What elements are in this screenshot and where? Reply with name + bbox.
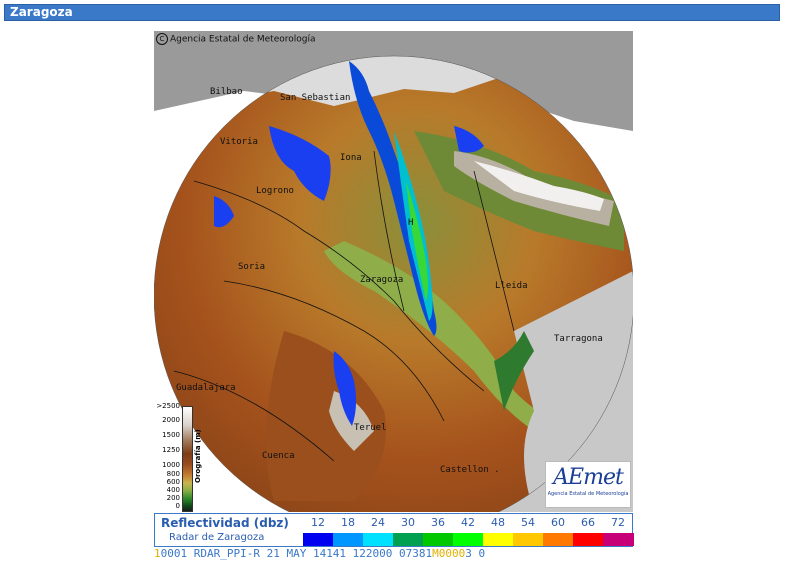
city-label-lleida: Lleida — [495, 281, 528, 291]
legend-level-label: 48 — [491, 516, 505, 529]
orography-label: 200 — [166, 494, 180, 502]
orography-label: 400 — [166, 486, 180, 494]
copyright-notice: C Agencia Estatal de Meteorología — [156, 33, 316, 45]
aemet-logo: AEmet Agencia Estatal de Meteorología — [545, 461, 631, 508]
status-suffix: 3 0 — [465, 547, 486, 560]
orography-label: >2500 — [156, 402, 180, 410]
legend-level-label: 36 — [431, 516, 445, 529]
orography-label: 800 — [166, 470, 180, 478]
copyright-text: Agencia Estatal de Meteorología — [170, 34, 316, 45]
legend-level-label: 30 — [401, 516, 415, 529]
city-label-logrono: Logrono — [256, 186, 294, 196]
city-label-guadalajara: Guadalajara — [176, 383, 236, 393]
radar-status-strip: 10001 RDAR_PPI-R 21 MAY 14141 122000 073… — [154, 547, 633, 561]
city-label-zaragoza: Zaragoza — [360, 275, 404, 285]
orography-label: 2000 — [162, 416, 180, 424]
legend-swatch — [363, 533, 394, 546]
aemet-logo-subtitle: Agencia Estatal de Meteorología — [547, 491, 629, 497]
city-label-teruel: Teruel — [354, 423, 387, 433]
legend-swatch — [483, 533, 514, 546]
legend-level-label: 12 — [311, 516, 325, 529]
city-label-castellon: Castellon . — [440, 465, 500, 475]
aemet-logo-text: AEmet — [553, 465, 624, 490]
legend-swatch — [603, 533, 634, 546]
legend-swatch — [513, 533, 544, 546]
status-highlight: M0000 — [432, 547, 466, 560]
window-title: Zaragoza — [10, 5, 73, 19]
status-text: 0001 RDAR_PPI-R 21 MAY 14141 122000 0738… — [160, 547, 433, 560]
legend-swatch — [543, 533, 574, 546]
city-label-soria: Soria — [238, 262, 266, 272]
legend-level-label: 18 — [341, 516, 355, 529]
window-title-bar: Zaragoza — [4, 4, 780, 21]
city-label-bilbao: Bilbao — [210, 87, 243, 97]
legend-swatch — [573, 533, 604, 546]
orography-title: Orografía (m) — [194, 429, 202, 483]
radar-map: C Agencia Estatal de Meteorología Bilbao … — [154, 31, 633, 512]
legend-level-label: 54 — [521, 516, 535, 529]
status-prefix: 1 — [154, 547, 161, 560]
orography-label: 1500 — [162, 431, 180, 439]
orography-label: 600 — [166, 478, 180, 486]
legend-level-label: 60 — [551, 516, 565, 529]
city-label-tarragona: Tarragona — [554, 334, 603, 344]
radar-name: Radar de Zaragoza — [169, 532, 265, 543]
city-label-pamplona: Iona — [340, 153, 362, 163]
radar-image — [154, 31, 633, 512]
orography-color-scale — [182, 406, 193, 512]
legend-title: Reflectividad (dbz) — [161, 516, 289, 530]
legend-level-label: 24 — [371, 516, 385, 529]
legend-swatch — [423, 533, 454, 546]
legend-swatch — [453, 533, 484, 546]
orography-label: 1250 — [162, 446, 180, 454]
legend-swatch — [393, 533, 424, 546]
legend-swatch — [333, 533, 364, 546]
legend-level-label: 72 — [611, 516, 625, 529]
legend-level-label: 66 — [581, 516, 595, 529]
city-label-huesca: H — [408, 218, 414, 228]
reflectivity-legend: Reflectividad (dbz) Radar de Zaragoza 12… — [154, 513, 634, 547]
copyright-icon: C — [156, 33, 168, 45]
city-label-vitoria: Vitoria — [220, 137, 258, 147]
city-label-cuenca: Cuenca — [262, 451, 295, 461]
city-label-san-sebastian: San Sebastian — [280, 93, 351, 103]
legend-level-label: 42 — [461, 516, 475, 529]
orography-label: 0 — [175, 502, 180, 510]
legend-swatch — [303, 533, 334, 546]
orography-label: 1000 — [162, 461, 180, 469]
